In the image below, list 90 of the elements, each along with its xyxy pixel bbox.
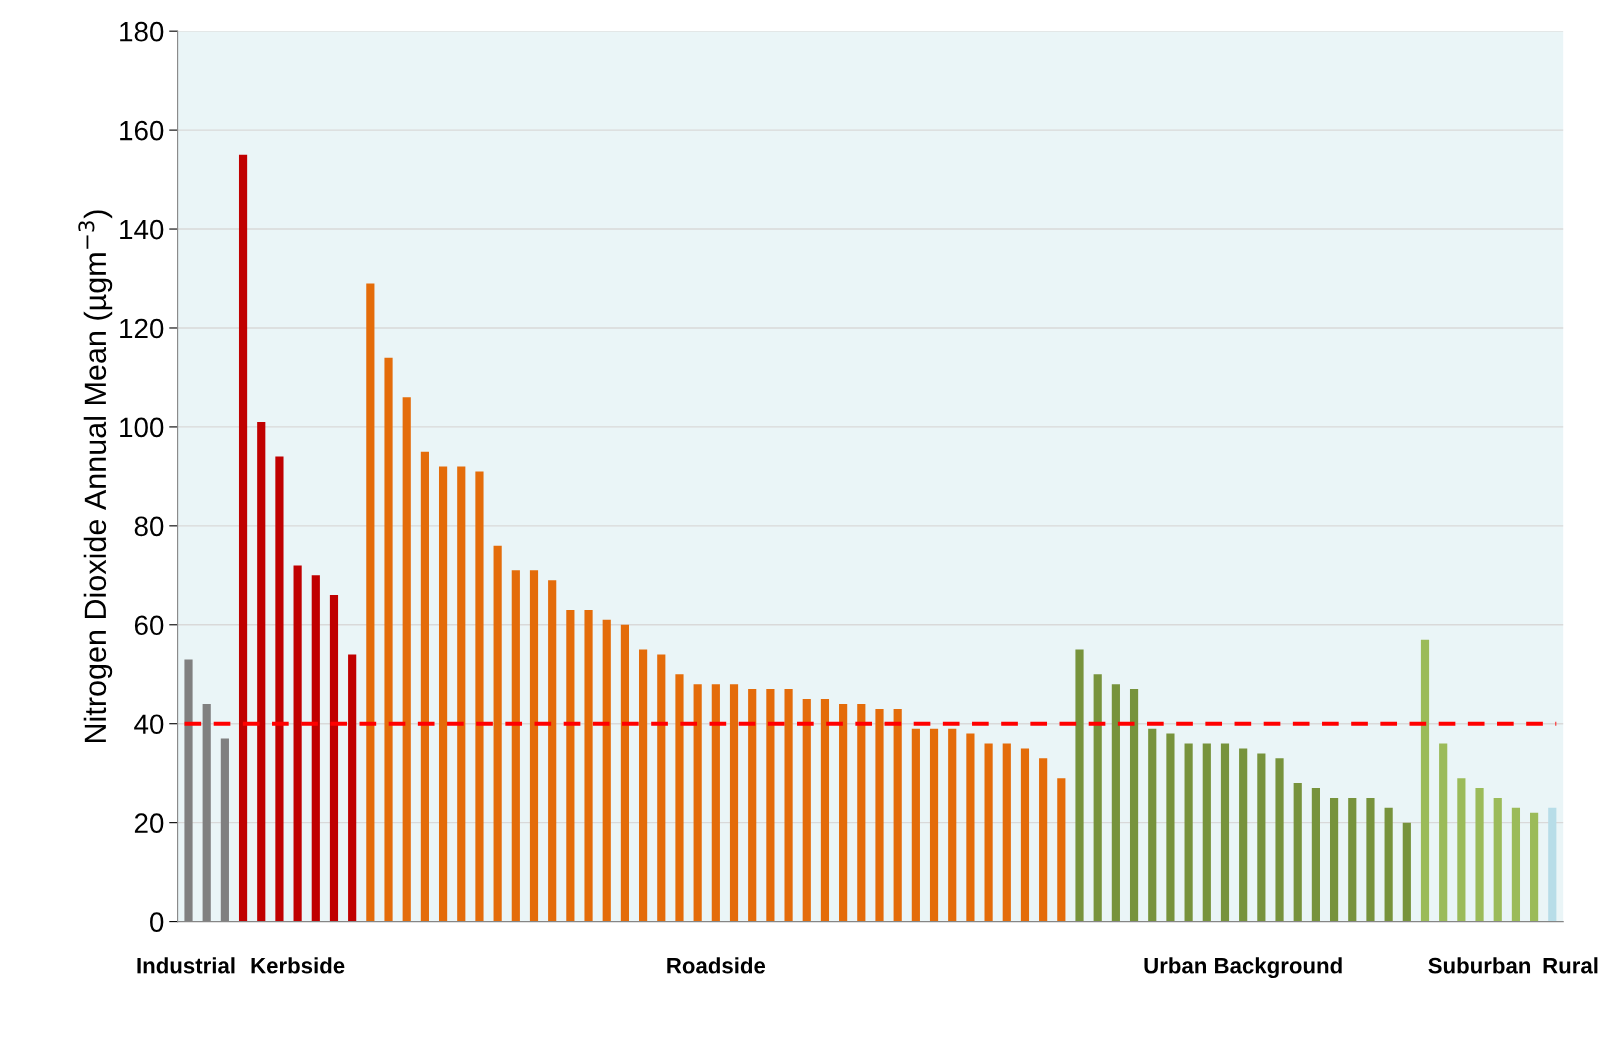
y-tick-label: 40 (134, 714, 164, 735)
y-tick-label: 120 (120, 318, 164, 339)
bar (1202, 743, 1211, 922)
bar (1148, 728, 1157, 922)
series-label: Kerbside (251, 957, 345, 974)
bar (348, 654, 357, 922)
bar (1311, 788, 1320, 922)
bar (657, 654, 666, 922)
bar (802, 698, 811, 922)
bar (511, 570, 520, 922)
bar (1093, 674, 1102, 922)
bar (548, 580, 557, 922)
series-label: Rural (1543, 957, 1598, 974)
y-tick-label: 160 (120, 120, 164, 141)
bar (384, 357, 393, 922)
bar (929, 728, 939, 922)
bar (966, 733, 975, 922)
bar (875, 708, 884, 922)
bar (402, 397, 411, 922)
bar (1129, 689, 1139, 922)
bar (1166, 733, 1175, 922)
bar (493, 545, 502, 922)
bar (1548, 807, 1557, 922)
bar (1475, 788, 1484, 922)
bar (366, 283, 375, 922)
bar (275, 456, 284, 922)
bar (1239, 748, 1248, 922)
series-label: Urban Background (1144, 957, 1342, 979)
bar (1275, 758, 1284, 922)
bar (784, 689, 793, 922)
y-tick-label: 80 (134, 516, 164, 537)
bar (1439, 743, 1448, 922)
bar (1111, 684, 1120, 922)
bar (602, 619, 611, 922)
bar (766, 689, 775, 922)
bar (948, 728, 957, 922)
series-label: Roadside (667, 957, 766, 974)
bar (1057, 778, 1066, 922)
bar (1348, 797, 1357, 922)
bar (1511, 807, 1521, 922)
bar (293, 565, 302, 922)
bar (1020, 748, 1030, 922)
bar (1220, 743, 1230, 922)
y-tick-label: 140 (120, 219, 164, 240)
bar (238, 154, 248, 922)
bar (311, 575, 320, 922)
bar (1420, 639, 1430, 922)
bar (911, 728, 920, 922)
bar (257, 421, 266, 922)
bar (1493, 797, 1502, 922)
bar (639, 649, 648, 922)
bar (475, 471, 484, 922)
bar (1457, 778, 1466, 922)
y-tick-label: 20 (134, 813, 164, 833)
bar (1039, 758, 1048, 922)
bar (693, 684, 702, 922)
bar (1530, 812, 1539, 922)
bar (748, 689, 757, 922)
bar (1184, 743, 1193, 922)
series-label: Suburban (1428, 957, 1531, 974)
bar (566, 609, 575, 922)
y-tick-label: 180 (120, 21, 164, 42)
y-axis-title: Nitrogen Dioxide Annual Mean (µgm$^{−3}$) (78, 210, 113, 742)
bar (839, 703, 848, 922)
bar (1257, 753, 1266, 922)
y-tick-label: 100 (120, 417, 164, 438)
bar (1384, 807, 1393, 922)
series-label: Industrial (137, 957, 235, 974)
bar (529, 570, 539, 922)
bar (1366, 797, 1375, 922)
bar (1075, 649, 1084, 922)
bar (329, 595, 339, 922)
bar (1402, 822, 1411, 922)
bar (620, 624, 630, 922)
bar (584, 609, 593, 922)
bar (1293, 783, 1302, 922)
bar (893, 708, 902, 922)
bar (729, 684, 739, 922)
bar (820, 698, 830, 922)
bar (1329, 797, 1339, 922)
bar (984, 743, 993, 922)
bar (711, 684, 720, 922)
bar (457, 466, 466, 922)
bar (675, 674, 684, 922)
bar (1002, 743, 1011, 922)
bar (438, 466, 448, 922)
bar (420, 451, 429, 922)
y-tick-label: 0 (150, 912, 164, 932)
bar (857, 703, 866, 922)
y-tick-label: 60 (134, 615, 164, 636)
